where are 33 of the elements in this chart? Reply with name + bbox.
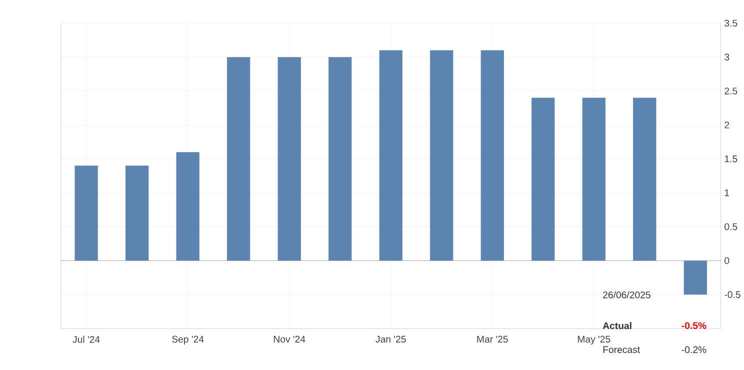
bar (176, 152, 200, 261)
y-tick-label: 0.5 (724, 223, 738, 230)
x-tick-label: Mar '25 (477, 336, 508, 343)
y-tick-label: 1.5 (724, 156, 738, 162)
bar (684, 260, 707, 295)
bar (532, 98, 555, 261)
x-tick-label: Jan '25 (376, 336, 406, 343)
x-tick-label: Sep '24 (172, 336, 204, 345)
y-tick-label: 2 (724, 122, 730, 128)
annotation: -0.5% (682, 322, 706, 330)
bar (328, 57, 352, 261)
x-tick-label: Jul '24 (72, 336, 100, 343)
y-tick-label: 3 (724, 54, 730, 61)
x-tick-label: May '25 (578, 336, 610, 345)
annotation: 26/06/2025 (603, 291, 650, 298)
bar (633, 98, 656, 261)
y-tick-label: 2.5 (724, 88, 738, 94)
bar (480, 50, 504, 261)
bar (126, 166, 149, 261)
bar (582, 98, 606, 261)
y-tick-label: 0 (724, 257, 730, 264)
annotation: Actual (602, 322, 632, 330)
y-tick-label: 3.5 (724, 20, 738, 27)
y-tick-label: -0.5 (724, 291, 740, 298)
text: Forecast (603, 346, 640, 354)
y-tick-label: 1 (724, 190, 730, 196)
text: -0.2% (682, 346, 706, 354)
bar (74, 166, 98, 261)
bar (379, 50, 402, 261)
bar (430, 50, 454, 261)
bar (227, 57, 250, 261)
x-tick-label: Nov '24 (274, 336, 306, 343)
bar (278, 57, 301, 261)
